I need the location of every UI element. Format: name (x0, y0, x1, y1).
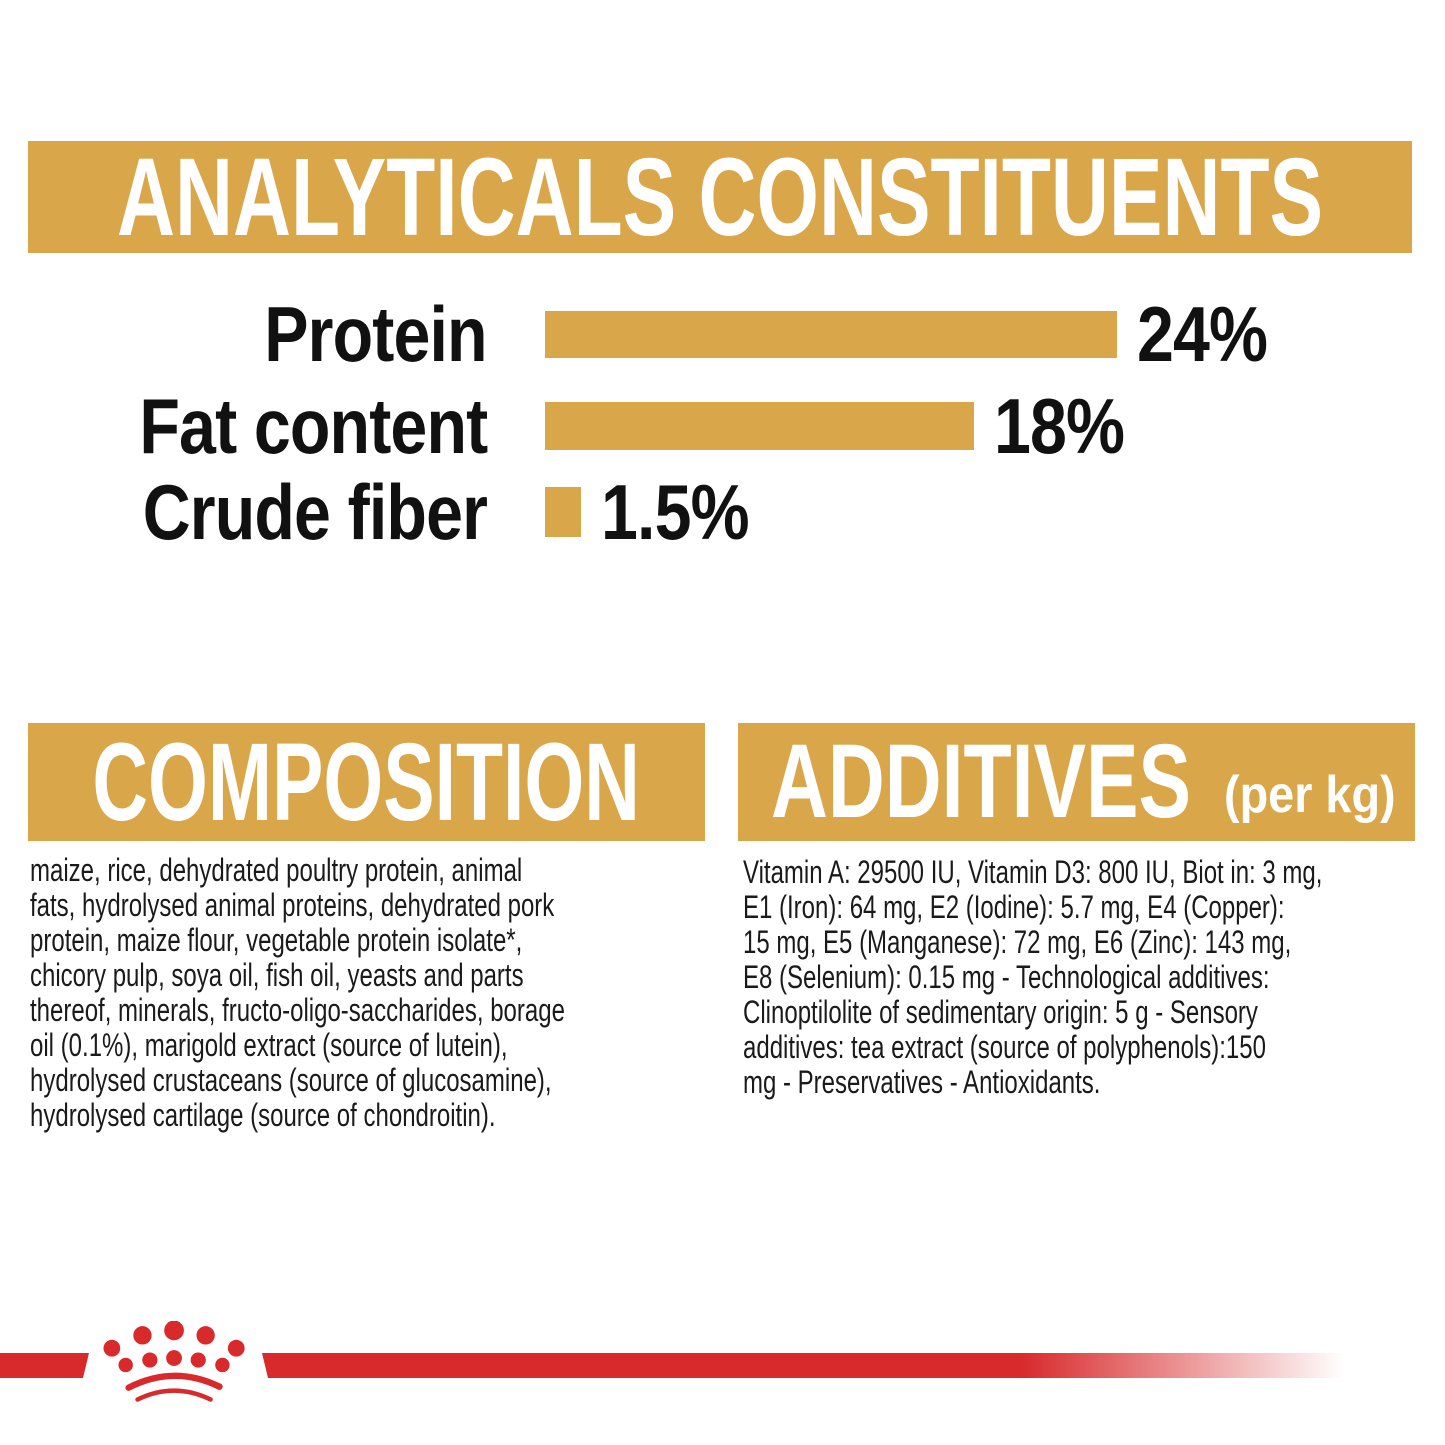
chart-value-label: 24% (1137, 289, 1268, 378)
chart-bar (545, 487, 581, 537)
text-line: hydrolysed crustaceans (source of glucos… (30, 1062, 552, 1098)
chart-row: Protein 24% (0, 290, 1445, 378)
additives-paragraph: Vitamin A: 29500 IU, Vitamin D3: 800 IU,… (743, 855, 1404, 1100)
text-line: Clinoptilolite of sedimentary origin: 5 … (743, 994, 1258, 1030)
chart-bar (545, 402, 974, 450)
text-line: E1 (Iron): 64 mg, E2 (Iodine): 5.7 mg, E… (743, 889, 1285, 925)
text-line: mg - Preservatives - Antioxidants. (743, 1064, 1101, 1100)
chart-category-label-box: Fat content (0, 381, 488, 472)
additives-per-kg-label: (per kg) (1224, 766, 1396, 824)
royal-canin-crown-logo (103, 1321, 245, 1402)
text-line: 15 mg, E5 (Manganese): 72 mg, E6 (Zinc):… (743, 924, 1292, 960)
chart-bar (545, 310, 1117, 358)
text-line: hydrolysed cartilage (source of chondroi… (30, 1097, 496, 1133)
additives-title: ADDITIVES (771, 723, 1192, 840)
chart-row: Fat content 18% (0, 382, 1445, 470)
composition-paragraph: maize, rice, dehydrated poultry protein,… (30, 853, 698, 1133)
analytical-constituents-title: ANALYTICALS CONSTITUENTS (116, 135, 1324, 259)
chart-category-label: Protein (264, 289, 488, 378)
chart-category-label-box: Protein (0, 289, 488, 380)
footer-stripe-right (262, 1353, 1345, 1378)
text-line: oil (0.1%), marigold extract (source of … (30, 1027, 508, 1063)
chart-category-label: Fat content (139, 381, 488, 470)
additives-header-band: ADDITIVES (per kg) (738, 723, 1415, 841)
text-line: maize, rice, dehydrated poultry protein,… (30, 852, 523, 888)
text-line: E8 (Selenium): 0.15 mg - Technological a… (743, 959, 1270, 995)
composition-title: COMPOSITION (92, 720, 641, 844)
chart-value-label: 18% (994, 381, 1125, 470)
chart-category-label: Crude fiber (142, 467, 488, 556)
analytical-constituents-header-band: ANALYTICALS CONSTITUENTS (28, 136, 1412, 259)
text-line: Vitamin A: 29500 IU, Vitamin D3: 800 IU,… (743, 854, 1323, 890)
text-line: additives: tea extract (source of polyph… (743, 1029, 1266, 1065)
composition-header-band: COMPOSITION (28, 721, 705, 844)
chart-row: Crude fiber 1.5% (0, 468, 1445, 556)
footer-stripe-left (0, 1353, 89, 1378)
text-line: thereof, minerals, fructo-oligo-sacchari… (30, 992, 565, 1028)
chart-category-label-box: Crude fiber (0, 467, 488, 558)
text-line: protein, maize flour, vegetable protein … (30, 922, 523, 958)
text-line: chicory pulp, soya oil, fish oil, yeasts… (30, 957, 524, 993)
text-line: fats, hydrolysed animal proteins, dehydr… (30, 887, 555, 923)
chart-value-label: 1.5% (601, 467, 750, 556)
